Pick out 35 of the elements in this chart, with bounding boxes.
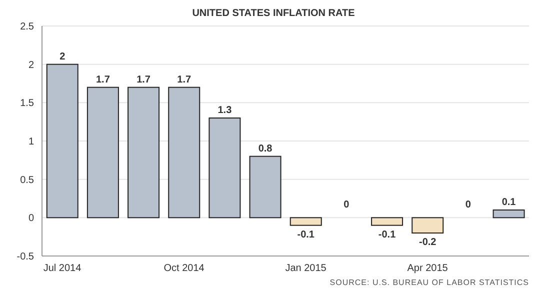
data-label: -0.1 [297, 229, 315, 240]
data-label: 2 [60, 51, 66, 62]
data-label: 0 [465, 200, 472, 211]
bar [168, 86, 200, 218]
y-tick-label: 2.5 [20, 22, 34, 33]
y-tick-label: 1.5 [20, 98, 34, 110]
chart-title: UNITED STATES INFLATION RATE [191, 8, 356, 21]
bar [86, 86, 119, 218]
data-label: 0.8 [258, 143, 273, 154]
data-label: 0 [344, 200, 350, 211]
x-tick-label: Oct 2014 [164, 263, 205, 274]
y-tick-label: -0.5 [16, 252, 34, 263]
y-tick-label: 0 [28, 213, 34, 224]
data-label: 1.7 [136, 74, 151, 86]
bar [412, 217, 444, 234]
bar [46, 64, 78, 218]
y-tick-label: 2 [28, 60, 34, 71]
x-tick-label: Apr 2015 [407, 263, 448, 274]
bar [128, 86, 160, 218]
source-note: SOURCE: U.S. BUREAU OF LABOR STATISTICS [330, 278, 529, 287]
bar [371, 217, 404, 226]
bar [208, 118, 241, 218]
data-label: 0.1 [502, 197, 516, 208]
bar [492, 210, 525, 218]
data-label: 1.3 [218, 105, 232, 116]
data-label: 1.7 [96, 74, 110, 86]
bar [249, 156, 282, 218]
y-tick-label: 1 [28, 136, 34, 148]
y-tick-label: 0.5 [20, 174, 34, 186]
x-tick-label: Jan 2015 [285, 263, 327, 274]
data-label: -0.1 [378, 229, 396, 240]
x-tick-label: Jul 2014 [43, 263, 82, 274]
data-label: -0.2 [419, 237, 437, 248]
bar [290, 217, 322, 226]
data-label: 1.7 [177, 74, 192, 86]
